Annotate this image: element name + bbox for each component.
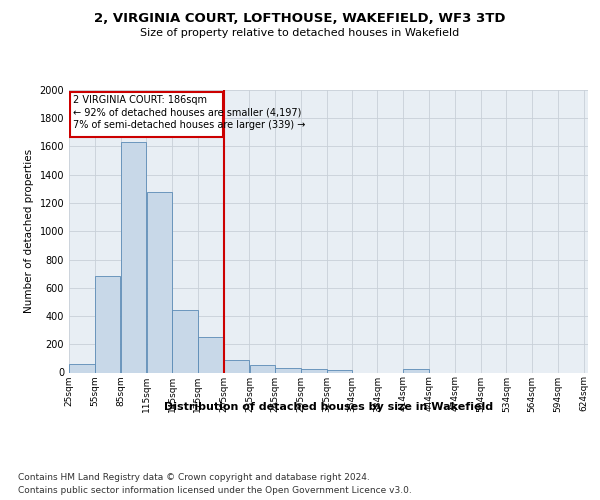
Text: 2 VIRGINIA COURT: 186sqm: 2 VIRGINIA COURT: 186sqm (73, 94, 207, 104)
Bar (172, 310, 197, 372)
Bar (327, 370, 352, 372)
Text: 2, VIRGINIA COURT, LOFTHOUSE, WAKEFIELD, WF3 3TD: 2, VIRGINIA COURT, LOFTHOUSE, WAKEFIELD,… (94, 12, 506, 26)
Text: Distribution of detached houses by size in Wakefield: Distribution of detached houses by size … (164, 402, 493, 412)
Bar (403, 369, 429, 372)
Text: Contains public sector information licensed under the Open Government Licence v3: Contains public sector information licen… (18, 486, 412, 495)
Bar (198, 337, 223, 372)
Bar (121, 142, 146, 372)
Bar (250, 366, 275, 372)
Bar (95, 276, 121, 372)
Bar (275, 368, 301, 372)
Text: Contains HM Land Registry data © Crown copyright and database right 2024.: Contains HM Land Registry data © Crown c… (18, 472, 370, 482)
Bar (146, 192, 172, 372)
Text: 7% of semi-detached houses are larger (339) →: 7% of semi-detached houses are larger (3… (73, 120, 305, 130)
Text: Size of property relative to detached houses in Wakefield: Size of property relative to detached ho… (140, 28, 460, 38)
Bar (224, 360, 249, 372)
Bar (301, 369, 326, 372)
Y-axis label: Number of detached properties: Number of detached properties (24, 149, 34, 314)
Bar (69, 364, 95, 372)
Text: ← 92% of detached houses are smaller (4,197): ← 92% of detached houses are smaller (4,… (73, 108, 302, 118)
FancyBboxPatch shape (70, 92, 223, 136)
